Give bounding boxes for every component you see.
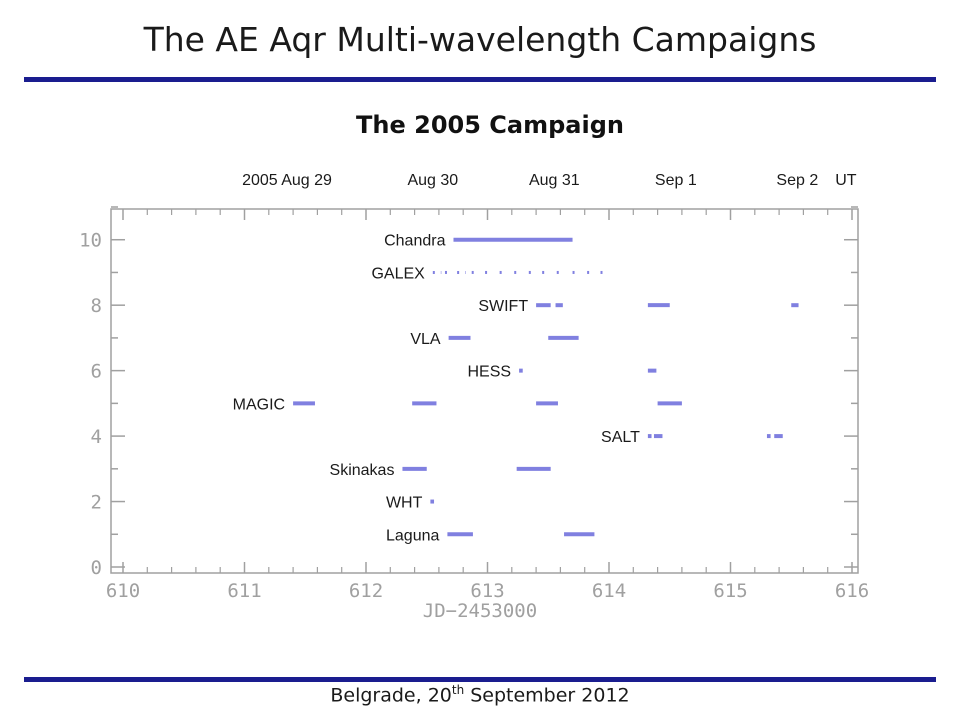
instrument-label: WHT [386, 495, 423, 512]
x-tick-label: 611 [227, 580, 261, 602]
slide-title: The AE Aqr Multi-wavelength Campaigns [143, 20, 817, 59]
chart-title: The 2005 Campaign [356, 111, 624, 139]
instrument-label: Skinakas [330, 462, 395, 479]
date-label: Sep 1 [655, 172, 697, 189]
x-tick-label: 612 [349, 580, 383, 602]
instrument-labels: Chandra GALEX SWIFT VLA HESS MAGIC SALT Skinaka… [233, 233, 640, 545]
x-tick-label: 610 [106, 580, 140, 602]
instrument-label: MAGIC [233, 396, 285, 413]
x-axis-label: JD−2453000 [423, 600, 537, 622]
y-tick-label: 0 [91, 557, 102, 579]
x-tick-label: 615 [713, 580, 747, 602]
y-tick-labels: 0 2 4 6 8 10 [79, 230, 102, 579]
plot-frame [110, 208, 859, 574]
date-label: 2005 Aug 29 [242, 172, 332, 189]
footer-ordinal: th [451, 683, 465, 697]
instrument-label: HESS [468, 364, 512, 381]
y-tick-label: 2 [91, 492, 102, 514]
x-tick-label: 613 [470, 580, 504, 602]
date-label: Aug 31 [529, 172, 580, 189]
y-tick-label: 6 [91, 361, 102, 383]
top-divider [24, 77, 936, 82]
y-tick-label: 10 [79, 230, 102, 252]
observation-bars [293, 237, 799, 537]
y-tick-label: 8 [91, 295, 102, 317]
instrument-label: VLA [410, 331, 441, 348]
instrument-label: GALEX [371, 265, 425, 282]
date-labels: 2005 Aug 29 Aug 30 Aug 31 Sep 1 Sep 2 UT [242, 172, 857, 189]
date-label: UT [835, 172, 857, 189]
axis-ticks [111, 206, 858, 573]
footer: Belgrade, 20th September 2012 [0, 683, 960, 706]
instrument-label: SWIFT [478, 298, 528, 315]
x-tick-label: 616 [835, 580, 869, 602]
date-label: Sep 2 [776, 172, 818, 189]
bottom-divider [24, 677, 936, 682]
instrument-label: SALT [601, 429, 640, 446]
x-tick-label: 614 [592, 580, 626, 602]
instrument-label: Laguna [386, 527, 439, 544]
instrument-label: Chandra [384, 233, 445, 250]
date-label: Aug 30 [407, 172, 458, 189]
footer-text: Belgrade, 20 [330, 684, 452, 707]
y-tick-label: 4 [91, 426, 102, 448]
x-tick-labels: 610 611 612 613 614 615 616 [106, 580, 869, 602]
footer-text-end: September 2012 [464, 684, 630, 707]
